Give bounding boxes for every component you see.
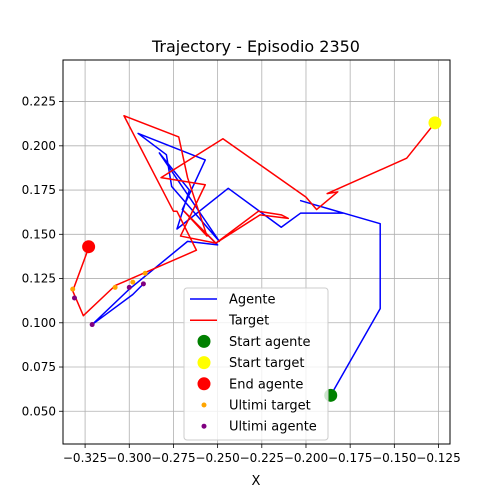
legend-box: [183, 287, 329, 441]
legend-label-start-target: Start target: [229, 356, 304, 371]
plot-frame: [62, 59, 451, 445]
x-tick-label: −0.250: [195, 451, 239, 465]
legend-label-agente: Agente: [229, 293, 275, 308]
point-ultimi-target: [130, 279, 136, 285]
point-ultimi-target: [142, 270, 148, 276]
y-tick-label: 0.100: [22, 316, 56, 330]
point-ultimi-agente: [140, 281, 146, 287]
x-tick-label: −0.125: [416, 451, 460, 465]
legend-swatch-ultimi-target: [201, 402, 207, 408]
x-tick-label: −0.275: [151, 451, 195, 465]
x-tick-label: −0.225: [240, 451, 284, 465]
y-tick-label: 0.175: [22, 183, 56, 197]
chart-title: Trajectory - Episodio 2350: [151, 37, 360, 56]
plot-area: [70, 114, 442, 402]
x-axis-label: X: [252, 474, 261, 489]
point-ultimi-target: [70, 286, 76, 292]
x-tick-label: −0.150: [372, 451, 416, 465]
point-ultimi-target: [112, 284, 118, 290]
x-tick-label: −0.300: [107, 451, 151, 465]
legend-label-end-agente: End agente: [229, 377, 303, 392]
x-tick-label: −0.200: [284, 451, 328, 465]
y-tick-label: 0.150: [22, 227, 56, 241]
y-tick-label: 0.125: [22, 272, 56, 286]
point-ultimi-agente: [89, 322, 95, 328]
legend-swatch-start-agente: [197, 334, 211, 348]
legend-label-start-agente: Start agente: [229, 335, 310, 350]
legend-label-ultimi-agente: Ultimi agente: [229, 420, 317, 435]
legend-swatch-start-target: [197, 356, 211, 370]
y-tick-label: 0.075: [22, 360, 56, 374]
y-axis-ticks: 0.050 0.075 0.100 0.125 0.150 0.175 0.200 0.225: [22, 95, 63, 418]
series-line-target: [71, 114, 436, 317]
legend-swatch-end-agente: [197, 377, 211, 391]
legend-label-ultimi-target: Ultimi target: [229, 399, 311, 414]
legend-label-target: Target: [228, 314, 269, 329]
point-ultimi-agente: [71, 295, 77, 301]
y-tick-label: 0.225: [22, 95, 56, 109]
legend: Agente Target Start agente Start target End …: [183, 287, 329, 441]
marker-start-target: [428, 116, 442, 130]
x-tick-label: −0.325: [63, 451, 107, 465]
y-tick-label: 0.050: [22, 404, 56, 418]
point-ultimi-agente: [126, 284, 132, 290]
x-tick-label: −0.175: [328, 451, 372, 465]
x-axis-ticks: −0.325 −0.300 −0.275 −0.250 −0.225 −0.200 −0.1…: [63, 444, 461, 465]
marker-end-agente: [82, 240, 96, 254]
legend-swatch-ultimi-agente: [201, 423, 207, 429]
y-tick-label: 0.200: [22, 139, 56, 153]
